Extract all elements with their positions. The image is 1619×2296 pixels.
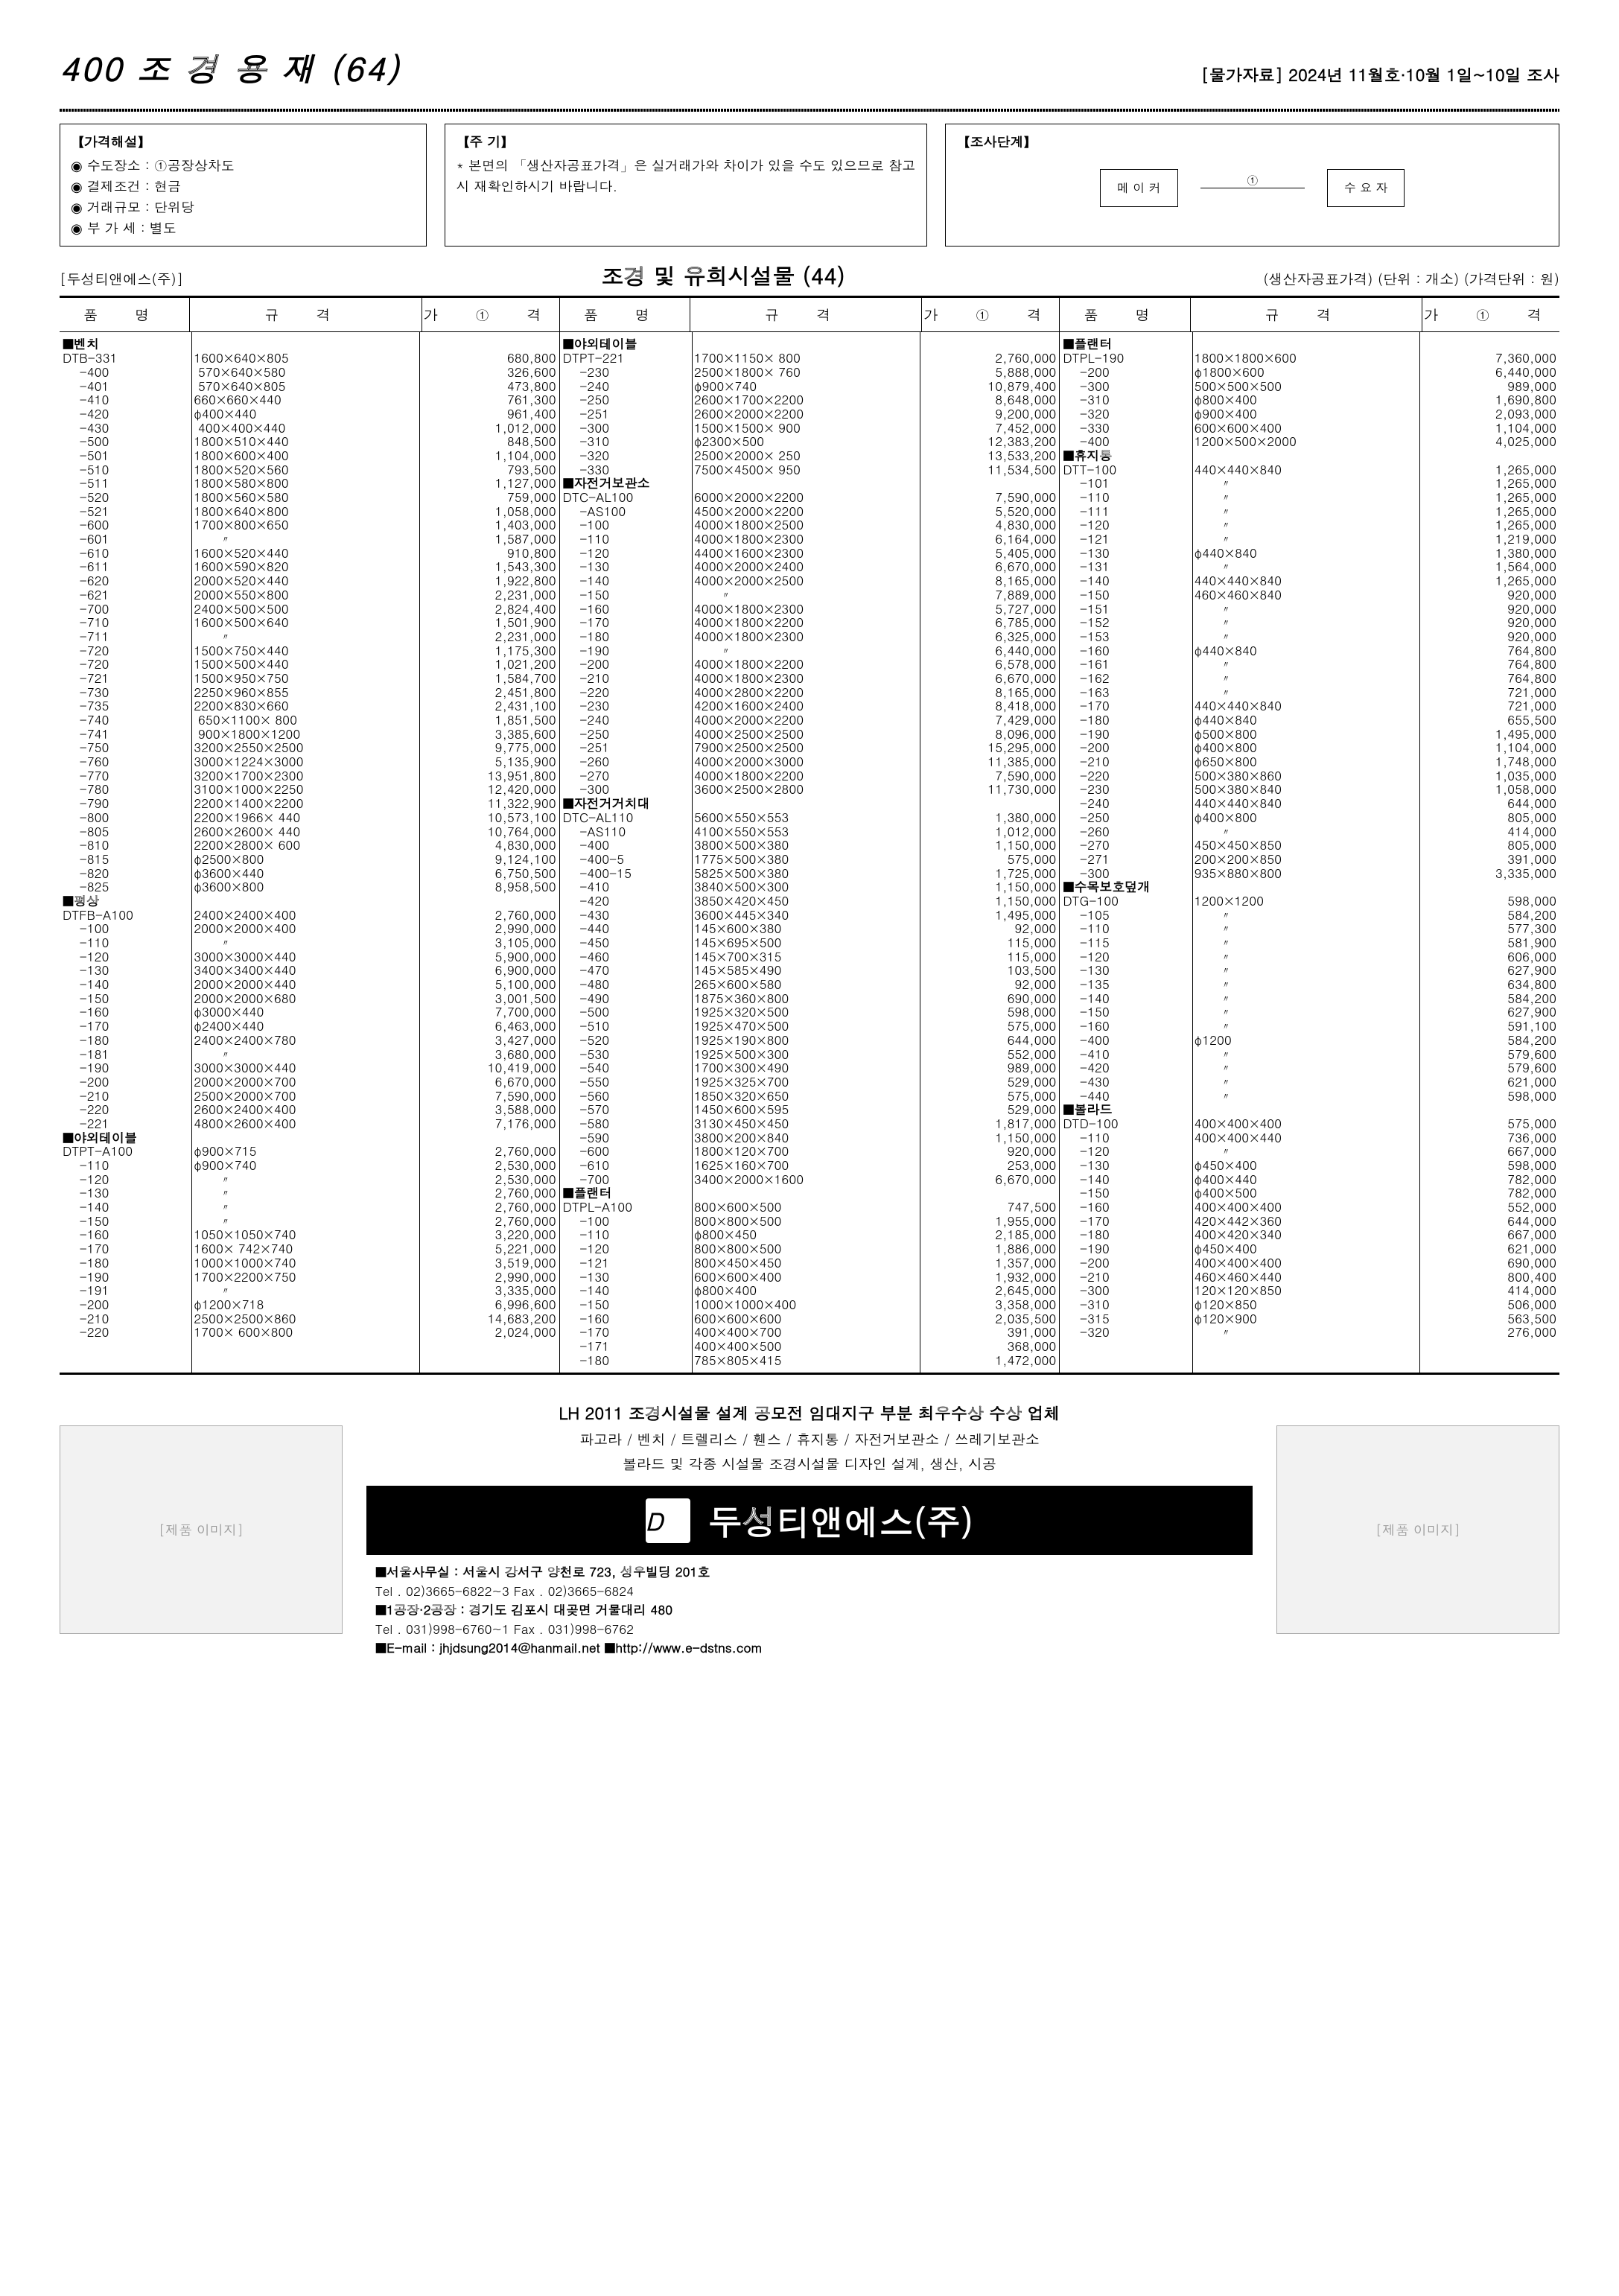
specs-1: 1600×640×805 570×640×580 570×640×805660×… bbox=[191, 332, 419, 1373]
specs-2: 1700×1150× 8002500×1800× 760φ900×7402600… bbox=[692, 332, 920, 1373]
meta-box-price: 【가격해설】 수도장소 : ①공장상차도 결제조건 : 현금 거래규모 : 단위… bbox=[60, 124, 427, 247]
section-unit: (생산자공표가격) (단위 : 개소) (가격단위 : 원) bbox=[1263, 269, 1559, 289]
header-rule bbox=[60, 109, 1559, 112]
col-head-name: 품 명 bbox=[60, 298, 189, 331]
col-head-name: 품 명 bbox=[559, 298, 690, 331]
ad-image-right: [제품 이미지] bbox=[1276, 1425, 1559, 1634]
names-1: ■벤치DTB-331 -400 -401 -410 -420 -430 -500… bbox=[60, 332, 191, 1373]
page-header: 400 조 경 용 재 (64) [물가자료] 2024년 11월호·10월 1… bbox=[60, 45, 1559, 95]
col-head-spec: 규 격 bbox=[690, 298, 921, 331]
brand-sub: 두성TNS bbox=[663, 1508, 690, 1533]
meta-box-note: 【주 기】 * 본면의 「생산자공표가격」은 실거래가와 차이가 있을 수도 있… bbox=[445, 124, 927, 247]
advertisement: [제품 이미지] LH 2011 조경시설물 설계 공모전 임대지구 부분 최우… bbox=[60, 1402, 1559, 1658]
meta-title: 【주 기】 bbox=[456, 132, 916, 153]
triple-3: ■플랜터DTPL-190 -200 -300 -310 -320 -330 -4… bbox=[1059, 332, 1559, 1373]
ad-line2: 파고라 / 벤치 / 트렐리스 / 휀스 / 휴지통 / 자전거보관소 / 쓰레… bbox=[366, 1429, 1253, 1449]
ad-image-left: [제품 이미지] bbox=[60, 1425, 343, 1634]
prices-1: 680,800326,600473,800761,300961,4001,012… bbox=[419, 332, 559, 1373]
page-category: 조 경 용 재 (64) bbox=[137, 45, 401, 91]
section-head: [두성티앤에스(주)] 조경 및 유희시설물 (44) (생산자공표가격) (단… bbox=[60, 260, 1559, 291]
specs-3: 1800×1800×600φ1800×600500×500×500φ800×40… bbox=[1192, 332, 1420, 1373]
names-3: ■플랜터DTPL-190 -200 -300 -310 -320 -330 -4… bbox=[1060, 332, 1192, 1373]
col-head-name: 품 명 bbox=[1059, 298, 1189, 331]
triple-1: ■벤치DTB-331 -400 -401 -410 -420 -430 -500… bbox=[60, 332, 559, 1373]
meta-text: * 본면의 「생산자공표가격」은 실거래가와 차이가 있을 수도 있으므로 참고… bbox=[456, 156, 916, 197]
meta-row: 【가격해설】 수도장소 : ①공장상차도 결제조건 : 현금 거래규모 : 단위… bbox=[60, 124, 1559, 247]
survey-line bbox=[1200, 188, 1305, 189]
vendor-name: [두성티앤에스(주)] bbox=[60, 269, 183, 289]
page-title: 400 조 경 용 재 (64) bbox=[60, 45, 401, 91]
section-title: 조경 및 유희시설물 (44) bbox=[601, 260, 845, 291]
issue-info: [물가자료] 2024년 11월호·10월 1일~10일 조사 bbox=[1201, 63, 1559, 86]
ad-contact: ■서울사무실 : 서울시 강서구 양천로 723, 성우빌딩 201호 Tel … bbox=[366, 1562, 1253, 1658]
survey-maker: 메 이 커 bbox=[1100, 169, 1178, 207]
meta-title: 【조사단계】 bbox=[956, 132, 1548, 153]
meta-title: 【가격해설】 bbox=[71, 132, 416, 153]
meta-list: 수도장소 : ①공장상차도 결제조건 : 현금 거래규모 : 단위당 부 가 세… bbox=[71, 156, 416, 239]
page-number: 400 bbox=[60, 45, 124, 91]
meta-item: 거래규모 : 단위당 bbox=[71, 197, 416, 218]
survey-diagram: 메 이 커 수 요 자 bbox=[956, 156, 1548, 220]
meta-item: 결제조건 : 현금 bbox=[71, 177, 416, 197]
survey-user: 수 요 자 bbox=[1327, 169, 1405, 207]
prices-3: 7,360,0006,440,000989,0001,690,8002,093,… bbox=[1419, 332, 1559, 1373]
meta-box-survey: 【조사단계】 메 이 커 수 요 자 bbox=[945, 124, 1559, 247]
col-head-spec: 규 격 bbox=[189, 298, 421, 331]
brand-box: D두성TNS 두성티앤에스(주) bbox=[366, 1486, 1253, 1555]
triple-2: ■야외테이블DTPT-221 -230 -240 -250 -251 -300 … bbox=[559, 332, 1060, 1373]
meta-item: 부 가 세 : 별도 bbox=[71, 218, 416, 239]
ad-line1: LH 2011 조경시설물 설계 공모전 임대지구 부분 최우수상 수상 업체 bbox=[366, 1402, 1253, 1425]
names-2: ■야외테이블DTPT-221 -230 -240 -250 -251 -300 … bbox=[560, 332, 692, 1373]
table-header: 품 명 규 격 가 ① 격 품 명 규 격 가 ① 격 품 명 규 격 가 ① … bbox=[60, 298, 1559, 332]
col-head-price: 가 ① 격 bbox=[422, 298, 559, 331]
brand-logo-icon: D두성TNS bbox=[646, 1498, 690, 1543]
col-head-spec: 규 격 bbox=[1190, 298, 1422, 331]
brand-name: 두성티앤에스(주) bbox=[708, 1496, 974, 1545]
data-table: ■벤치DTB-331 -400 -401 -410 -420 -430 -500… bbox=[60, 332, 1559, 1375]
ad-content: LH 2011 조경시설물 설계 공모전 임대지구 부분 최우수상 수상 업체 … bbox=[366, 1402, 1253, 1658]
col-head-price: 가 ① 격 bbox=[1422, 298, 1559, 331]
meta-item: 수도장소 : ①공장상차도 bbox=[71, 156, 416, 177]
col-head-price: 가 ① 격 bbox=[921, 298, 1059, 331]
ad-line3: 볼라드 및 각종 시설물 조경시설물 디자인 설계, 생산, 시공 bbox=[366, 1454, 1253, 1474]
prices-2: 2,760,0005,888,00010,879,4008,648,0009,2… bbox=[920, 332, 1060, 1373]
